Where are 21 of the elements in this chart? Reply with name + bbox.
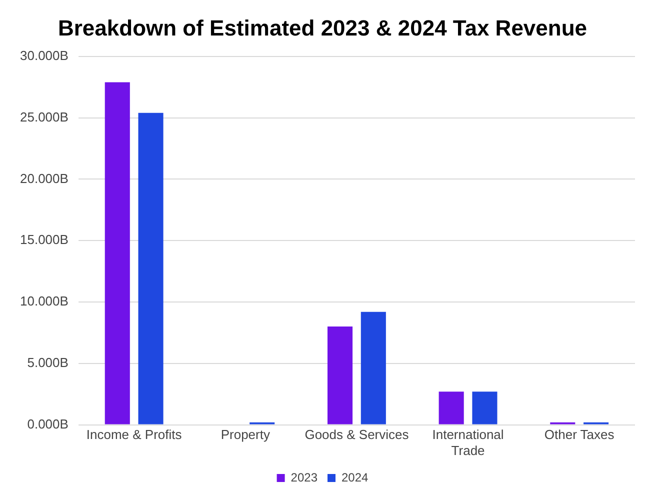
bar xyxy=(472,392,498,424)
x-tick-label: Income & Profits xyxy=(86,427,182,442)
legend-label: 2024 xyxy=(342,470,369,484)
y-tick-label: 15.000B xyxy=(20,232,68,248)
y-tick-label: 5.000B xyxy=(27,354,68,370)
y-tick-label: 10.000B xyxy=(20,294,68,309)
legend-label: 2023 xyxy=(290,470,318,484)
bar xyxy=(104,82,130,424)
bar xyxy=(138,112,164,424)
x-tick-label: Other Taxes xyxy=(544,427,615,442)
bar xyxy=(327,326,353,424)
x-tick-label: Goods & Services xyxy=(304,427,410,442)
chart-title: Breakdown of Estimated 2023 & 2024 Tax Revenue xyxy=(58,15,588,40)
x-tick-label: Property xyxy=(220,427,270,442)
y-tick-label: 0.000B xyxy=(27,416,68,432)
y-tick-label: 25.000B xyxy=(20,109,68,124)
x-tick-label: International Trade xyxy=(432,427,504,458)
bar xyxy=(438,392,464,424)
y-tick-label: 20.000B xyxy=(20,170,68,186)
y-tick-label: 30.000B xyxy=(20,48,68,63)
bar xyxy=(360,312,386,424)
